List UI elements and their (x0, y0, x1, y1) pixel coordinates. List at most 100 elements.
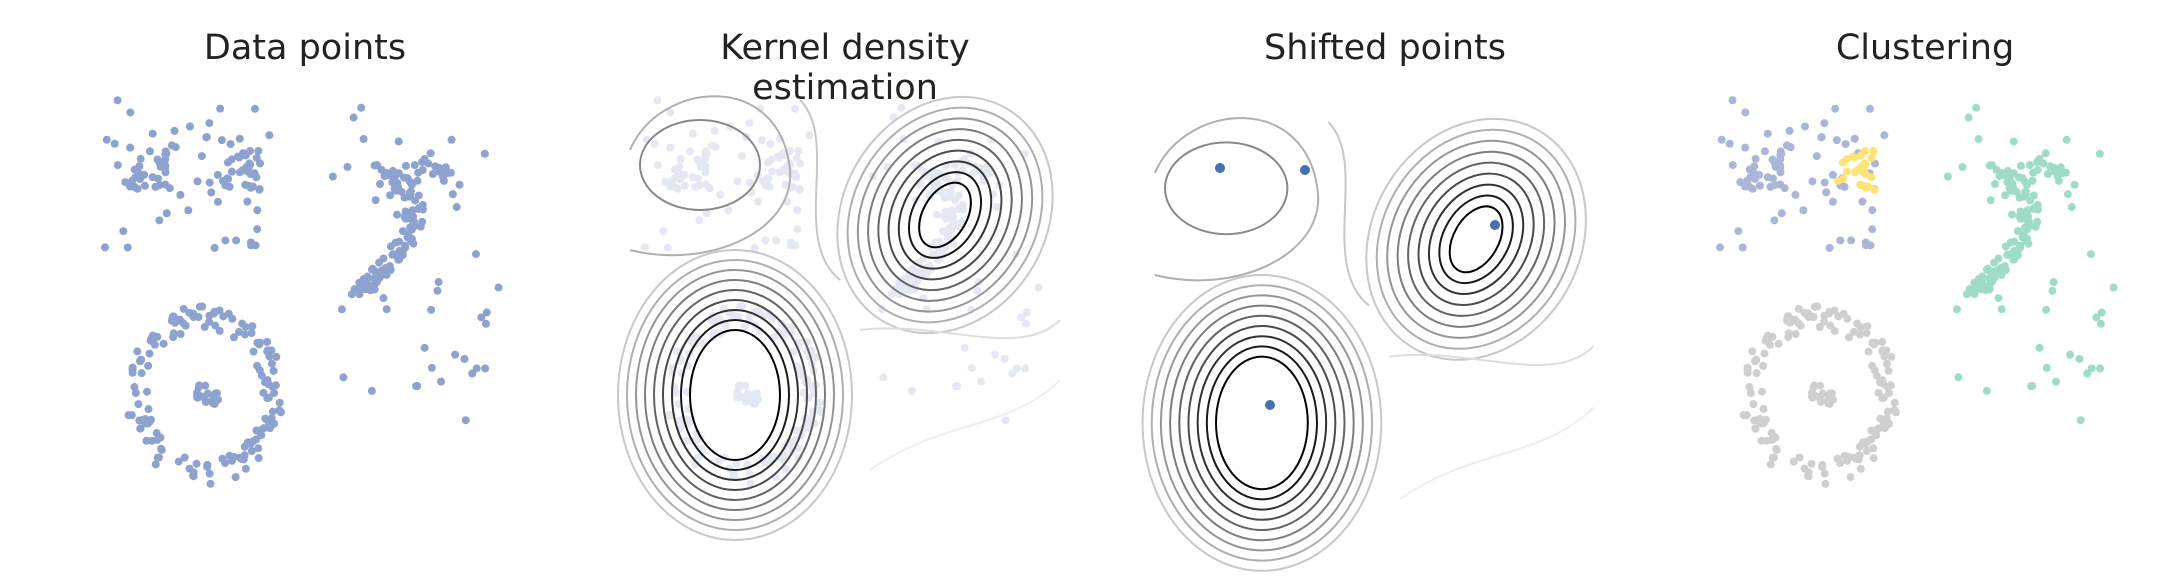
cluster-point (2096, 364, 2105, 373)
data-point (388, 178, 397, 187)
data-point (238, 319, 247, 328)
data-point (461, 416, 470, 425)
cluster-point (1842, 155, 1851, 164)
cluster-point (1745, 383, 1754, 392)
data-point (268, 407, 277, 416)
data-point (217, 136, 226, 145)
data-point (401, 161, 410, 170)
cluster-point (1717, 135, 1726, 144)
cluster-point (1842, 167, 1851, 176)
data-point (433, 286, 442, 295)
cluster-point (1836, 236, 1845, 245)
data-point (426, 149, 435, 158)
faded-data-point (694, 174, 703, 183)
data-point (255, 185, 264, 194)
data-point (451, 350, 460, 359)
cluster-point (1760, 147, 1769, 156)
contour-line (1196, 335, 1328, 511)
data-point (124, 411, 133, 420)
data-point (448, 190, 457, 199)
faded-data-point (954, 191, 963, 200)
cluster-point (2003, 250, 2012, 259)
data-point (275, 398, 284, 407)
cluster-point (1867, 153, 1876, 162)
cluster-point (1834, 312, 1843, 321)
data-point (270, 419, 279, 428)
faded-data-point (992, 203, 1001, 212)
cluster-point (1785, 126, 1794, 135)
cluster-point (2033, 157, 2042, 166)
faded-data-point (702, 209, 711, 218)
data-point (227, 167, 236, 176)
data-point (145, 349, 154, 358)
faded-data-point (981, 163, 990, 172)
cluster-point (1997, 305, 2006, 314)
data-point (253, 206, 262, 215)
data-point (219, 312, 228, 321)
cluster-point (1741, 143, 1750, 152)
cluster-point (1796, 321, 1805, 330)
data-point (141, 414, 150, 423)
cluster-point (2031, 222, 2040, 231)
cluster-point (1728, 161, 1737, 170)
cluster-point (1996, 263, 2005, 272)
faded-data-point (691, 182, 700, 191)
faded-data-point (664, 411, 673, 420)
faded-data-point (759, 176, 768, 185)
faded-data-point (701, 161, 710, 170)
contour-line (1365, 117, 1587, 361)
cluster-point (2018, 174, 2027, 183)
panel-data-points: Data points (90, 0, 520, 576)
kde-contour-plot (617, 95, 1061, 541)
data-point (205, 178, 214, 187)
data-point (455, 180, 464, 189)
data-point (393, 210, 402, 219)
cluster-point (1776, 155, 1785, 164)
cluster-point (1868, 225, 1877, 234)
faded-data-point (765, 182, 774, 191)
cluster-point (1772, 445, 1781, 454)
cluster-point (1799, 206, 1808, 215)
data-point (203, 460, 212, 469)
data-point (193, 393, 202, 402)
contour-line (671, 309, 799, 481)
data-point (254, 444, 263, 453)
data-point (206, 479, 215, 488)
cluster-point (1764, 333, 1773, 342)
cluster-point (2057, 169, 2066, 178)
faded-data-point (747, 397, 756, 406)
faded-data-point (950, 161, 959, 170)
data-point (102, 135, 111, 144)
faded-data-point (1021, 319, 1030, 328)
mode-point (1215, 163, 1225, 173)
faded-data-point (903, 272, 912, 281)
faded-data-point (949, 220, 958, 229)
cluster-point (1954, 373, 1963, 382)
faded-data-point (940, 212, 949, 221)
contour-line (856, 117, 1034, 313)
faded-data-point (753, 197, 762, 206)
faded-data-point (666, 108, 675, 117)
cluster-point (1855, 451, 1864, 460)
contour-line (662, 299, 808, 491)
faded-data-point (680, 181, 689, 190)
cluster-point (1991, 180, 2000, 189)
data-point (494, 283, 503, 292)
faded-data-point (653, 96, 662, 105)
cluster-point (2045, 162, 2054, 171)
faded-data-point (781, 464, 790, 473)
contour-line (639, 119, 761, 211)
data-point (174, 457, 183, 466)
cluster-point (1734, 227, 1743, 236)
faded-data-point (1017, 313, 1026, 322)
shifted-contour-plot (1141, 117, 1595, 572)
data-point (269, 366, 278, 375)
contour-line (1141, 274, 1383, 572)
data-point (267, 359, 276, 368)
faded-data-point (733, 393, 742, 402)
data-point (248, 322, 257, 331)
cluster-point (1783, 314, 1792, 323)
contour-line (907, 171, 983, 259)
cluster-point (1864, 347, 1873, 356)
cluster-point (2075, 354, 2084, 363)
